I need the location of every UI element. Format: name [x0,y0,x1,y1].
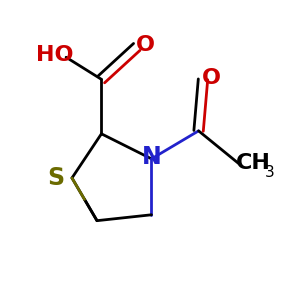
Text: O: O [202,68,221,88]
Text: HO: HO [36,45,74,65]
Text: CH: CH [236,153,271,173]
Text: O: O [136,35,155,56]
Text: S: S [47,166,64,190]
Text: N: N [142,146,161,170]
Text: 3: 3 [265,165,275,180]
